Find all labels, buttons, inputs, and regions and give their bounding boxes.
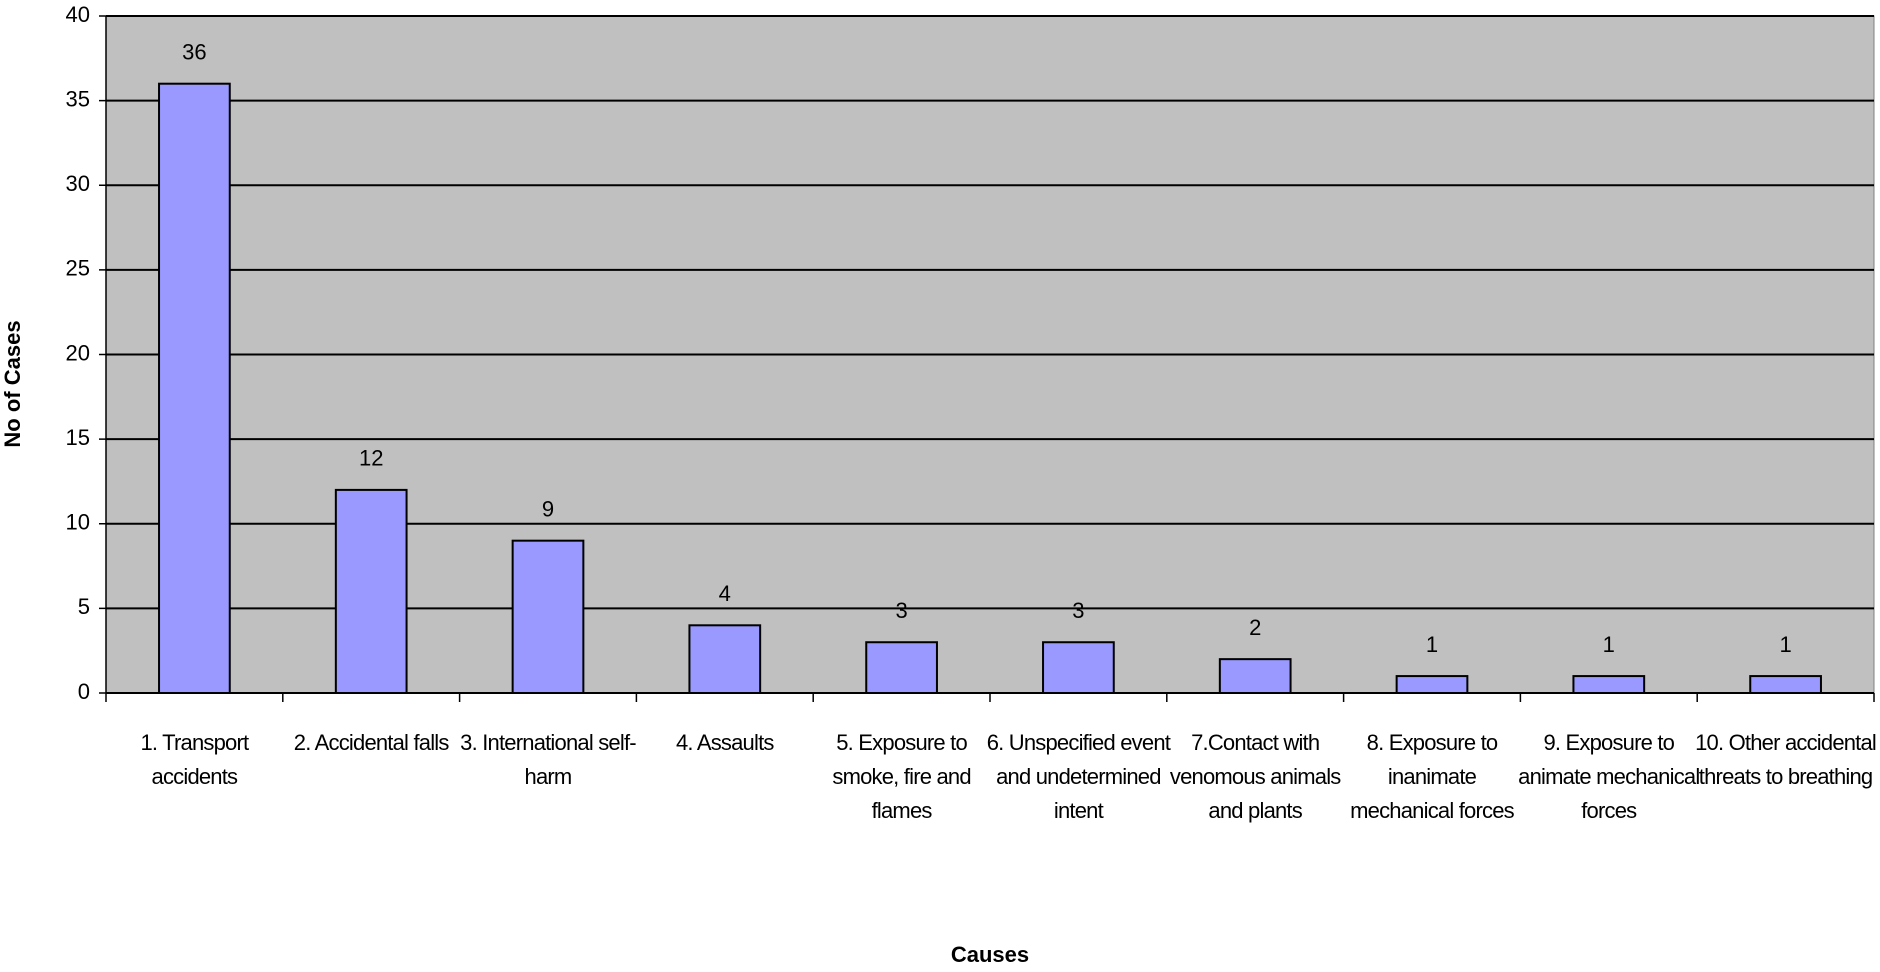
x-tick-label: 7.Contact with venomous animals and plan… (1169, 730, 1341, 823)
bar (688, 624, 762, 694)
bar (511, 539, 585, 694)
data-label: 1 (1426, 632, 1438, 657)
x-axis-title: Causes (951, 942, 1029, 967)
data-label: 3 (895, 598, 907, 623)
data-label: 2 (1249, 615, 1261, 640)
x-tick-label: 6. Unspecified event and undetermined in… (986, 730, 1171, 823)
y-tick-label: 0 (78, 679, 90, 704)
y-tick-label: 30 (66, 171, 90, 196)
x-tick-label: 10. Other accidental threats to breathin… (1695, 730, 1877, 789)
y-tick-label: 40 (66, 2, 90, 27)
y-tick-label: 35 (66, 86, 90, 111)
data-label: 4 (719, 581, 731, 606)
data-label: 12 (359, 446, 383, 471)
y-tick-label: 5 (78, 594, 90, 619)
bar (334, 488, 408, 694)
data-label: 36 (182, 40, 206, 65)
bar (1749, 675, 1822, 695)
y-tick-label: 15 (66, 425, 90, 450)
y-tick-label: 20 (66, 340, 90, 365)
x-tick-label: 4. Assaults (675, 730, 774, 755)
bar (158, 82, 231, 694)
data-label: 1 (1603, 632, 1615, 657)
data-label: 3 (1072, 598, 1084, 623)
data-label: 9 (542, 496, 554, 521)
x-tick-label: 5. Exposure to smoke, fire and flames (832, 730, 971, 823)
x-tick-label: 8. Exposure to inanimate mechanical forc… (1350, 730, 1515, 823)
y-axis-title: No of Cases (0, 320, 25, 447)
bar (1572, 675, 1646, 695)
y-tick-label: 25 (66, 256, 90, 281)
x-tick-label: 9. Exposure to animate mechanical forces (1518, 730, 1700, 823)
bar (865, 641, 938, 694)
bar (1042, 641, 1115, 694)
bar (1395, 675, 1469, 695)
x-tick-label: 3. International self-harm (460, 730, 636, 789)
bar (1218, 658, 1292, 695)
data-label: 1 (1779, 632, 1791, 657)
x-tick-label: 2. Accidental falls (293, 730, 450, 755)
x-tick-label: 1. Transport accidents (140, 730, 250, 789)
y-tick-label: 10 (66, 510, 90, 535)
